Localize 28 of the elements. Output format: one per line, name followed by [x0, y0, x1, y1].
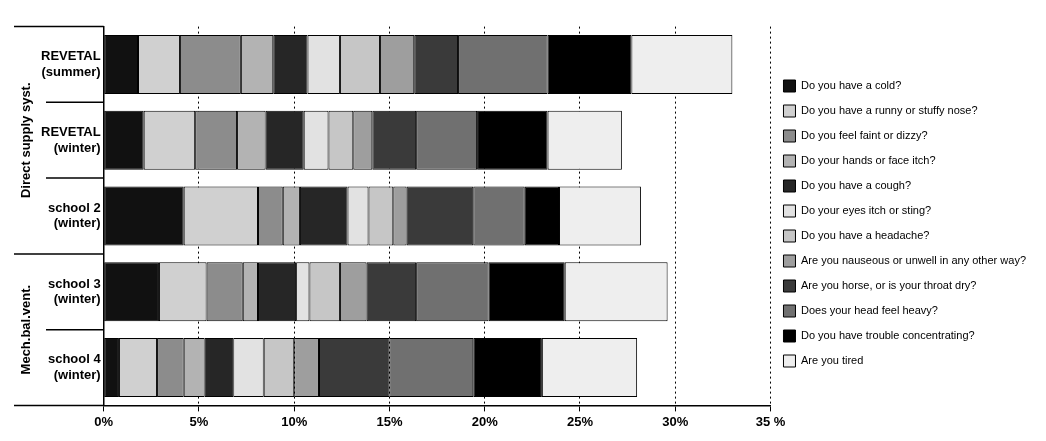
legend-label: Are you horse, or is your throat dry?	[800, 279, 977, 292]
legend-label: Do you have trouble concentrating?	[800, 329, 975, 342]
legend-label: Does your head feel heavy?	[800, 304, 938, 317]
legend-label: Do you feel faint or dizzy?	[800, 129, 928, 142]
text: Mech.bal.vent.	[17, 284, 33, 375]
legend-label: Do your eyes itch or sting?	[800, 204, 932, 217]
legend-label: Do your hands or face itch?	[800, 154, 936, 167]
legend-label: Are you nauseous or unwell in any other way?	[800, 254, 1027, 267]
legend-label: Do you have a runny or stuffy nose?	[800, 104, 978, 117]
legend-label: Do you have a cough?	[800, 179, 912, 192]
legend-label: Do you have a headache?	[800, 229, 930, 242]
y-tick-label: school 2 (winter)	[47, 199, 101, 231]
x-tick-label: 5%	[189, 413, 209, 429]
y-tick-label: school 3 (winter)	[47, 275, 101, 307]
legend-label: Do you have a cold?	[800, 79, 902, 92]
legend-label: Are you tired	[800, 354, 864, 367]
y-tick-label: REVETAL (winter)	[40, 124, 101, 155]
y-tick-label: REVETAL (summer)	[40, 48, 101, 79]
x-tick-label: 10%	[281, 413, 308, 429]
x-tick-label: 35 %	[755, 413, 786, 429]
x-tick-label: 0%	[94, 413, 114, 429]
text: Direct supply syst.	[17, 82, 33, 199]
x-tick-label: 30%	[662, 413, 689, 429]
bar	[524, 186, 560, 246]
y-tick-label: school 4 (winter)	[47, 351, 102, 382]
x-tick-label: 15%	[376, 413, 403, 429]
x-tick-label: 25%	[566, 413, 594, 429]
x-tick-label: 20%	[471, 413, 499, 429]
